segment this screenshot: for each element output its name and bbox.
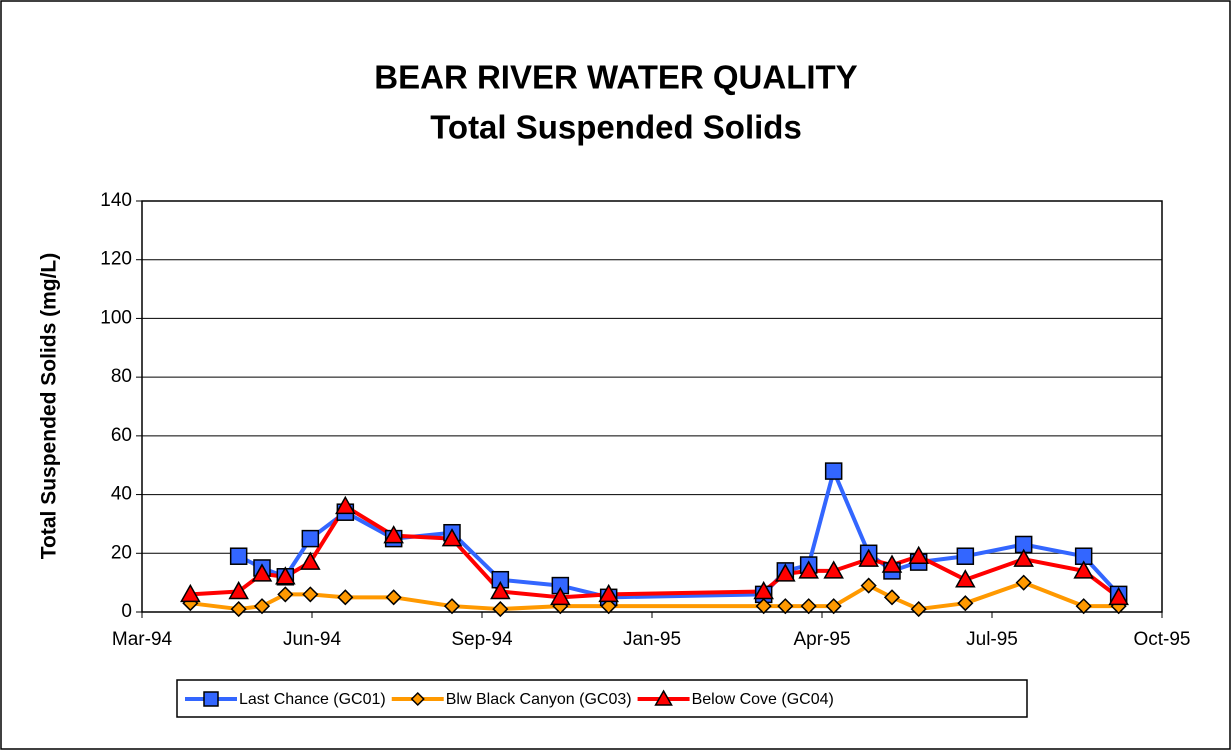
- marker-diamond: [777, 598, 794, 615]
- legend-box: [176, 679, 1028, 718]
- marker-triangle: [955, 569, 976, 588]
- marker-triangle: [1073, 560, 1094, 579]
- chart-title: BEAR RIVER WATER QUALITY: [374, 59, 857, 96]
- x-tick-label: Jun-94: [283, 629, 342, 650]
- marker-triangle: [550, 586, 571, 606]
- marker-triangle: [1013, 548, 1034, 567]
- x-tick-label: Jan-95: [623, 629, 681, 650]
- marker-diamond: [1015, 574, 1032, 591]
- marker-triangle: [881, 554, 903, 573]
- marker-square: [203, 691, 219, 707]
- marker-diamond: [755, 598, 772, 615]
- plot-area: [142, 201, 1162, 612]
- y-tick-label: 100: [100, 307, 132, 328]
- marker-diamond: [910, 601, 927, 618]
- x-tick-label: Mar-94: [112, 629, 173, 650]
- y-tick-label: 140: [100, 190, 132, 211]
- marker-diamond: [600, 598, 617, 615]
- marker-triangle: [908, 545, 929, 564]
- marker-triangle: [180, 583, 201, 603]
- marker-diamond: [253, 598, 271, 615]
- marker-diamond: [800, 598, 817, 615]
- marker-triangle: [1108, 586, 1129, 606]
- y-tick-label: 60: [111, 425, 132, 446]
- marker-square: [956, 547, 975, 565]
- marker-triangle: [490, 580, 511, 600]
- marker-diamond: [883, 589, 901, 606]
- marker-triangle: [858, 548, 879, 567]
- marker-triangle: [251, 563, 273, 582]
- marker-diamond: [957, 595, 974, 612]
- marker-diamond: [337, 589, 354, 606]
- marker-diamond: [860, 577, 877, 594]
- y-axis-label: Total Suspended Solids (mg/L): [38, 253, 61, 559]
- marker-square: [824, 462, 843, 480]
- marker-triangle: [753, 580, 774, 600]
- plot-border: [141, 200, 1163, 613]
- x-tick-label: Apr-95: [793, 629, 850, 650]
- marker-square: [301, 529, 320, 548]
- marker-triangle: [228, 580, 249, 600]
- x-tick-label: Sep-94: [451, 629, 513, 650]
- chart-subtitle: Total Suspended Solids: [430, 109, 802, 146]
- series-line: [190, 504, 1120, 600]
- y-tick-label: 40: [111, 484, 132, 505]
- marker-diamond: [410, 691, 425, 707]
- y-tick-label: 120: [100, 249, 132, 270]
- marker-diamond: [492, 601, 509, 618]
- marker-diamond: [443, 598, 461, 615]
- marker-triangle: [441, 528, 463, 547]
- marker-diamond: [385, 589, 402, 606]
- marker-diamond: [302, 586, 319, 603]
- marker-diamond: [277, 586, 294, 603]
- series-line: [190, 580, 1119, 612]
- legend-label: Blw Black Canyon (GC03): [446, 691, 632, 708]
- marker-triangle: [775, 563, 796, 582]
- marker-triangle: [598, 583, 619, 603]
- marker-triangle: [654, 689, 673, 706]
- marker-diamond: [230, 601, 247, 618]
- marker-triangle: [275, 566, 296, 585]
- marker-diamond: [825, 598, 842, 615]
- y-tick-label: 20: [111, 542, 132, 563]
- marker-triangle: [823, 560, 844, 579]
- marker-square: [229, 547, 248, 565]
- marker-triangle: [383, 525, 404, 544]
- legend-label: Below Cove (GC04): [692, 691, 834, 708]
- y-tick-label: 80: [111, 366, 132, 387]
- marker-triangle: [300, 551, 321, 570]
- x-tick-label: Jul-95: [966, 629, 1018, 650]
- y-tick-label: 0: [121, 601, 132, 622]
- marker-diamond: [1075, 598, 1092, 615]
- legend-label: Last Chance (GC01): [239, 691, 386, 708]
- x-tick-label: Oct-95: [1133, 629, 1190, 650]
- marker-triangle: [335, 495, 356, 515]
- marker-triangle: [798, 560, 819, 579]
